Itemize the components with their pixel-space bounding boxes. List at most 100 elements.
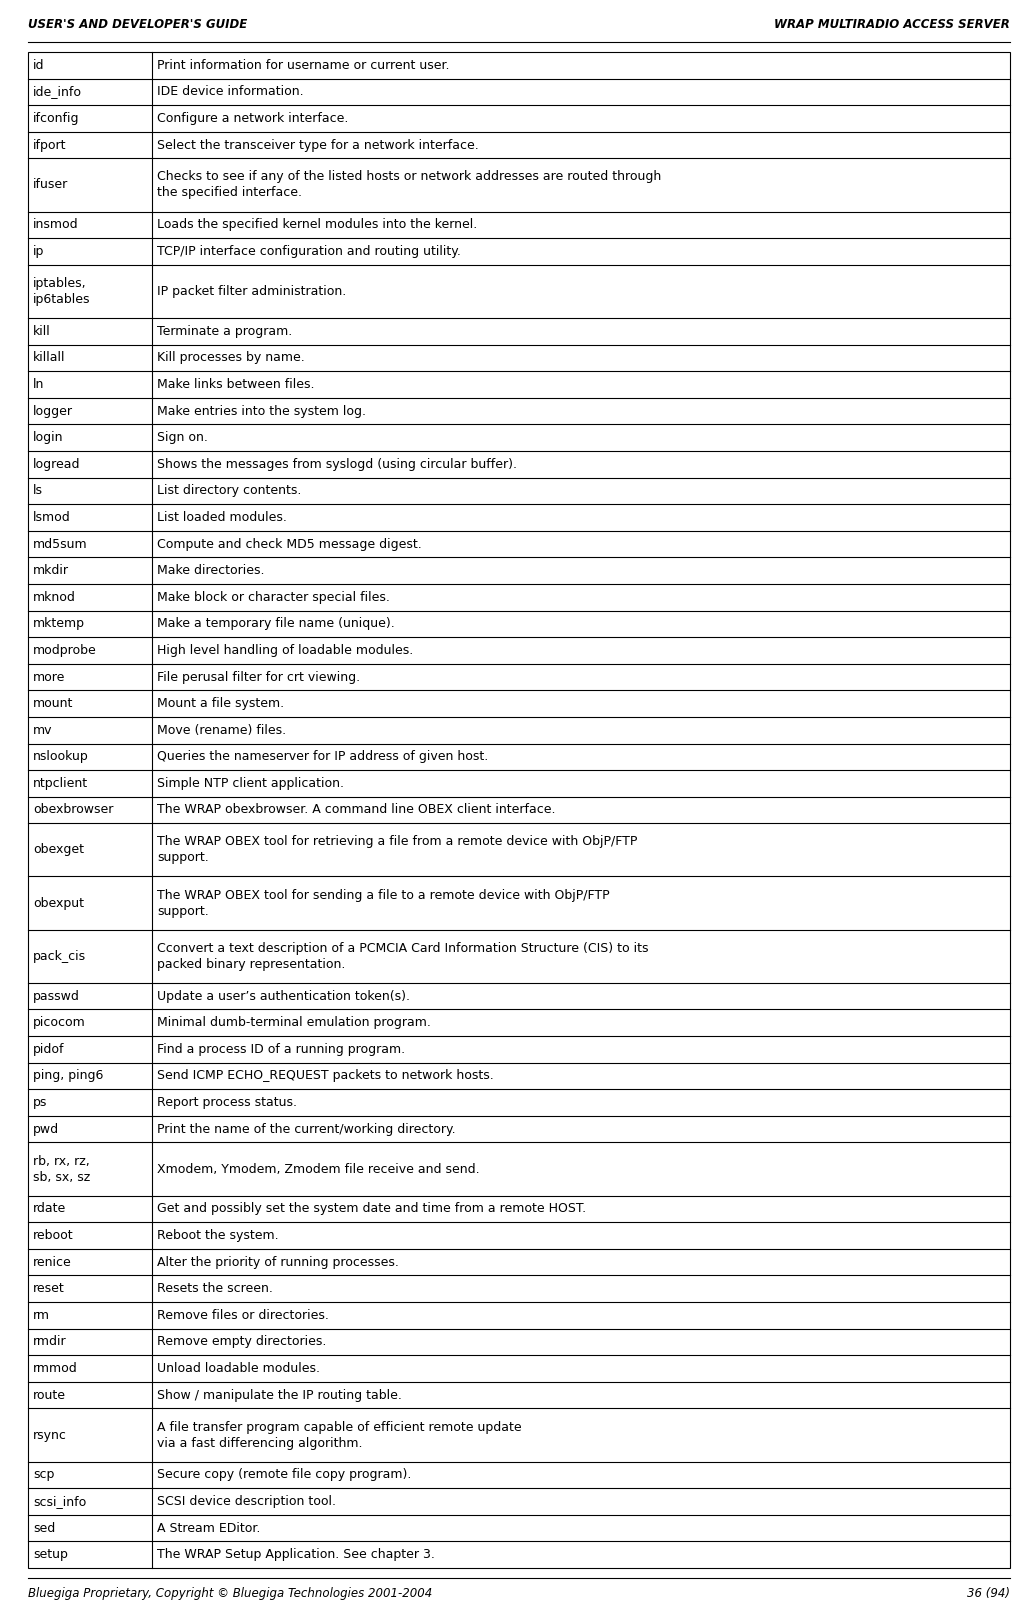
Text: Report process status.: Report process status. — [157, 1097, 297, 1110]
Text: mv: mv — [33, 724, 53, 737]
Text: ln: ln — [33, 377, 45, 390]
Text: obexget: obexget — [33, 844, 84, 857]
Text: The WRAP obexbrowser. A command line OBEX client interface.: The WRAP obexbrowser. A command line OBE… — [157, 804, 555, 816]
Text: login: login — [33, 431, 63, 444]
Text: id: id — [33, 58, 45, 71]
Text: ps: ps — [33, 1097, 48, 1110]
Text: route: route — [33, 1388, 66, 1401]
Text: logread: logread — [33, 458, 81, 471]
Text: Kill processes by name.: Kill processes by name. — [157, 352, 305, 365]
Text: ifport: ifport — [33, 139, 66, 152]
Text: Xmodem, Ymodem, Zmodem file receive and send.: Xmodem, Ymodem, Zmodem file receive and … — [157, 1163, 480, 1176]
Text: rsync: rsync — [33, 1429, 67, 1442]
Text: List loaded modules.: List loaded modules. — [157, 510, 287, 523]
Text: Update a user’s authentication token(s).: Update a user’s authentication token(s). — [157, 990, 410, 1003]
Text: setup: setup — [33, 1549, 68, 1562]
Text: mknod: mknod — [33, 591, 76, 604]
Text: Print the name of the current/working directory.: Print the name of the current/working di… — [157, 1123, 456, 1136]
Text: High level handling of loadable modules.: High level handling of loadable modules. — [157, 643, 413, 658]
Text: obexbrowser: obexbrowser — [33, 804, 113, 816]
Text: TCP/IP interface configuration and routing utility.: TCP/IP interface configuration and routi… — [157, 245, 461, 258]
Text: insmod: insmod — [33, 219, 79, 232]
Text: picocom: picocom — [33, 1016, 86, 1029]
Text: Make entries into the system log.: Make entries into the system log. — [157, 405, 366, 418]
Text: WRAP MULTIRADIO ACCESS SERVER: WRAP MULTIRADIO ACCESS SERVER — [774, 18, 1010, 31]
Text: IDE device information.: IDE device information. — [157, 86, 304, 99]
Text: Move (rename) files.: Move (rename) files. — [157, 724, 286, 737]
Text: List directory contents.: List directory contents. — [157, 484, 301, 497]
Text: The WRAP OBEX tool for sending a file to a remote device with ObjP/FTP
support.: The WRAP OBEX tool for sending a file to… — [157, 889, 609, 917]
Text: Select the transceiver type for a network interface.: Select the transceiver type for a networ… — [157, 139, 479, 152]
Text: A Stream EDitor.: A Stream EDitor. — [157, 1521, 260, 1534]
Text: Make a temporary file name (unique).: Make a temporary file name (unique). — [157, 617, 395, 630]
Text: pack_cis: pack_cis — [33, 949, 86, 962]
Text: Configure a network interface.: Configure a network interface. — [157, 112, 348, 125]
Text: mktemp: mktemp — [33, 617, 85, 630]
Text: Minimal dumb-terminal emulation program.: Minimal dumb-terminal emulation program. — [157, 1016, 431, 1029]
Text: pidof: pidof — [33, 1043, 64, 1056]
Text: Make links between files.: Make links between files. — [157, 377, 315, 390]
Text: Terminate a program.: Terminate a program. — [157, 324, 292, 337]
Text: Checks to see if any of the listed hosts or network addresses are routed through: Checks to see if any of the listed hosts… — [157, 170, 661, 199]
Text: rm: rm — [33, 1309, 50, 1322]
Text: nslookup: nslookup — [33, 750, 89, 763]
Text: Queries the nameserver for IP address of given host.: Queries the nameserver for IP address of… — [157, 750, 488, 763]
Text: ls: ls — [33, 484, 44, 497]
Text: ide_info: ide_info — [33, 86, 82, 99]
Text: Make block or character special files.: Make block or character special files. — [157, 591, 390, 604]
Text: rb, rx, rz,
sb, sx, sz: rb, rx, rz, sb, sx, sz — [33, 1155, 90, 1184]
Text: Reboot the system.: Reboot the system. — [157, 1230, 279, 1243]
Text: USER'S AND DEVELOPER'S GUIDE: USER'S AND DEVELOPER'S GUIDE — [28, 18, 248, 31]
Text: ping, ping6: ping, ping6 — [33, 1069, 104, 1082]
Text: lsmod: lsmod — [33, 510, 70, 523]
Text: The WRAP OBEX tool for retrieving a file from a remote device with ObjP/FTP
supp: The WRAP OBEX tool for retrieving a file… — [157, 836, 637, 865]
Text: Bluegiga Proprietary, Copyright © Bluegiga Technologies 2001-2004: Bluegiga Proprietary, Copyright © Bluegi… — [28, 1588, 432, 1601]
Text: rmmod: rmmod — [33, 1362, 78, 1375]
Text: kill: kill — [33, 324, 51, 337]
Text: ifconfig: ifconfig — [33, 112, 80, 125]
Text: Shows the messages from syslogd (using circular buffer).: Shows the messages from syslogd (using c… — [157, 458, 517, 471]
Text: Find a process ID of a running program.: Find a process ID of a running program. — [157, 1043, 405, 1056]
Text: obexput: obexput — [33, 896, 84, 909]
Text: Loads the specified kernel modules into the kernel.: Loads the specified kernel modules into … — [157, 219, 478, 232]
Text: ifuser: ifuser — [33, 178, 68, 191]
Text: renice: renice — [33, 1256, 71, 1268]
Text: ip: ip — [33, 245, 45, 258]
Text: mount: mount — [33, 697, 74, 710]
Text: The WRAP Setup Application. See chapter 3.: The WRAP Setup Application. See chapter … — [157, 1549, 435, 1562]
Text: modprobe: modprobe — [33, 643, 96, 658]
Text: A file transfer program capable of efficient remote update
via a fast differenci: A file transfer program capable of effic… — [157, 1421, 521, 1450]
Text: Remove files or directories.: Remove files or directories. — [157, 1309, 328, 1322]
Text: scsi_info: scsi_info — [33, 1495, 86, 1508]
Text: pwd: pwd — [33, 1123, 59, 1136]
Text: Resets the screen.: Resets the screen. — [157, 1283, 272, 1296]
Text: logger: logger — [33, 405, 73, 418]
Text: scp: scp — [33, 1468, 54, 1481]
Text: Cconvert a text description of a PCMCIA Card Information Structure (CIS) to its
: Cconvert a text description of a PCMCIA … — [157, 941, 649, 970]
Text: md5sum: md5sum — [33, 538, 88, 551]
Text: 36 (94): 36 (94) — [967, 1588, 1010, 1601]
Text: Unload loadable modules.: Unload loadable modules. — [157, 1362, 320, 1375]
Text: mkdir: mkdir — [33, 564, 69, 577]
Text: File perusal filter for crt viewing.: File perusal filter for crt viewing. — [157, 671, 361, 684]
Text: more: more — [33, 671, 65, 684]
Text: IP packet filter administration.: IP packet filter administration. — [157, 285, 346, 298]
Text: killall: killall — [33, 352, 65, 365]
Text: passwd: passwd — [33, 990, 80, 1003]
Text: Alter the priority of running processes.: Alter the priority of running processes. — [157, 1256, 399, 1268]
Text: reboot: reboot — [33, 1230, 74, 1243]
Text: Get and possibly set the system date and time from a remote HOST.: Get and possibly set the system date and… — [157, 1202, 586, 1215]
Text: Simple NTP client application.: Simple NTP client application. — [157, 778, 344, 791]
Text: sed: sed — [33, 1521, 55, 1534]
Text: rdate: rdate — [33, 1202, 66, 1215]
Text: SCSI device description tool.: SCSI device description tool. — [157, 1495, 336, 1508]
Text: ntpclient: ntpclient — [33, 778, 88, 791]
Text: Make directories.: Make directories. — [157, 564, 264, 577]
Text: iptables,
ip6tables: iptables, ip6tables — [33, 277, 90, 306]
Text: Mount a file system.: Mount a file system. — [157, 697, 284, 710]
Text: Secure copy (remote file copy program).: Secure copy (remote file copy program). — [157, 1468, 411, 1481]
Text: Print information for username or current user.: Print information for username or curren… — [157, 58, 450, 71]
Text: reset: reset — [33, 1283, 64, 1296]
Text: Send ICMP ECHO_REQUEST packets to network hosts.: Send ICMP ECHO_REQUEST packets to networ… — [157, 1069, 494, 1082]
Text: Show / manipulate the IP routing table.: Show / manipulate the IP routing table. — [157, 1388, 402, 1401]
